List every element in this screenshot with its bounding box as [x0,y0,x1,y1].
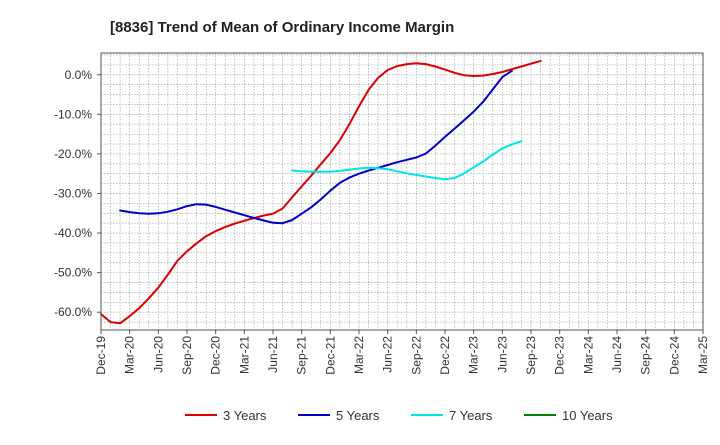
x-tick-label: Dec-24 [667,336,681,375]
legend-label: 10 Years [562,408,613,423]
y-axis: 0.0% -10.0% -20.0% -30.0% -40.0% -50.0% -60.0% [54,68,101,319]
x-tick-label: Mar-24 [581,336,595,374]
x-tick-label: Mar-20 [123,336,137,374]
y-tick-label: -30.0% [54,186,92,200]
x-axis: Dec-19 Mar-20 Jun-20 Sep-20 Dec-20 Mar-21 Jun-… [94,330,710,375]
x-tick-label: Jun-21 [266,336,280,373]
x-tick-label: Sep-22 [409,336,423,375]
plot-frame [100,52,704,331]
x-tick-label: Sep-20 [180,336,194,375]
x-tick-label: Mar-23 [467,336,481,374]
x-tick-label: Mar-22 [352,336,366,374]
x-tick-label: Dec-21 [323,336,337,375]
y-tick-label: -10.0% [54,107,92,121]
y-tick-label: 0.0% [65,68,93,82]
y-tick-label: -50.0% [54,266,92,280]
y-tick-label: -40.0% [54,226,92,240]
plot-area [101,53,703,330]
grid-lines [101,53,703,330]
x-tick-label: Dec-19 [94,336,108,375]
legend-label: 3 Years [223,408,267,423]
x-tick-label: Mar-21 [237,336,251,374]
x-tick-label: Sep-21 [295,336,309,375]
chart-title: [8836] Trend of Mean of Ordinary Income … [110,19,454,36]
x-tick-label: Jun-22 [381,336,395,373]
x-tick-label: Sep-24 [639,336,653,375]
x-tick-label: Jun-24 [610,336,624,373]
series-line [100,59,542,325]
x-tick-label: Dec-23 [553,336,567,375]
x-tick-label: Sep-23 [524,336,538,375]
legend-label: 7 Years [449,408,493,423]
x-tick-label: Jun-20 [151,336,165,373]
series-line [119,69,513,225]
x-tick-label: Dec-22 [438,336,452,375]
y-tick-label: -60.0% [54,305,92,319]
x-tick-label: Mar-25 [696,336,710,374]
x-tick-label: Dec-20 [209,336,223,375]
x-tick-label: Jun-23 [495,336,509,373]
legend-label: 5 Years [336,408,380,423]
series-lines [100,59,542,325]
legend: 3 Years 5 Years 7 Years 10 Years [185,408,613,423]
series-line [291,140,523,181]
y-tick-label: -20.0% [54,147,92,161]
